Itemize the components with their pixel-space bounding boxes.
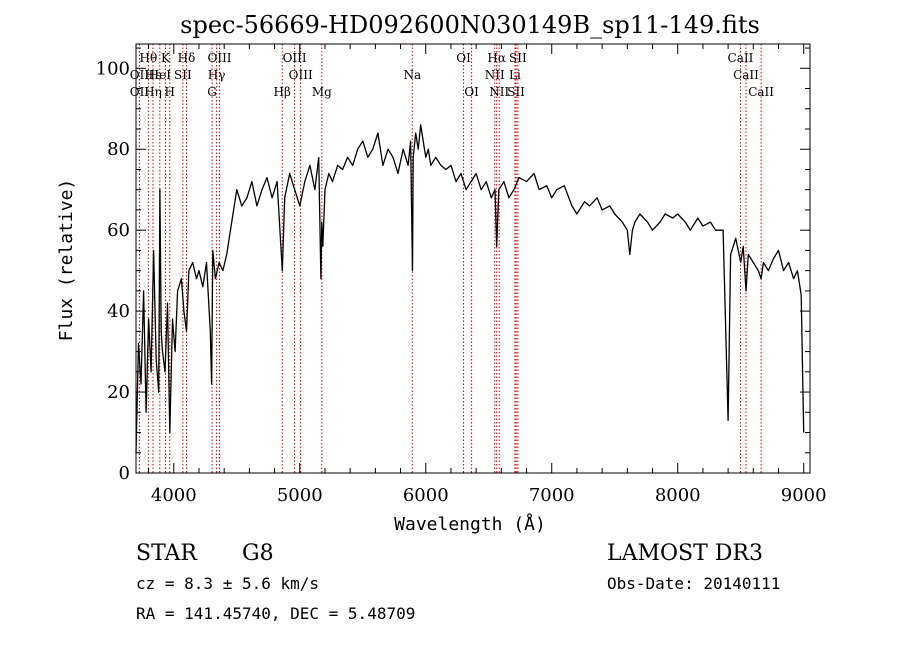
line-label-7: SII <box>509 51 527 65</box>
x-tick-label-4: 8000 <box>655 485 701 506</box>
line-label-13: Hγ <box>208 68 226 82</box>
x-tick-label-5: 9000 <box>781 485 827 506</box>
line-label-26: NII <box>489 85 509 99</box>
x-tick-label-0: 4000 <box>151 485 197 506</box>
subclass: G8 <box>242 541 274 566</box>
object-class: STAR <box>136 541 198 566</box>
spectrum-line-segment-0-2 <box>538 185 805 433</box>
line-label-2: Hδ <box>178 51 196 65</box>
line-label-10: Hε <box>145 68 162 82</box>
line-label-11: HeI <box>149 68 172 82</box>
line-label-16: NII <box>485 68 505 82</box>
line-label-1: K <box>161 51 171 65</box>
y-tick-label-5: 100 <box>96 58 130 79</box>
y-tick-label-2: 40 <box>107 301 130 322</box>
x-tick-label-1: 5000 <box>277 485 323 506</box>
y-tick-label-0: 0 <box>119 463 130 484</box>
line-label-24: Mg <box>312 85 332 99</box>
line-label-12: SII <box>174 68 192 82</box>
y-tick-label-4: 80 <box>107 139 130 160</box>
x-axis: 4000 5000 6000 7000 8000 9000 <box>148 44 827 506</box>
y-tick-label-1: 20 <box>107 382 130 403</box>
chart-title: spec-56669-HD092600N030149B_sp11-149.fit… <box>180 11 760 39</box>
line-label-21: H <box>165 85 175 99</box>
line-label-22: G <box>207 85 217 99</box>
y-axis-label: Flux (relative) <box>56 179 77 342</box>
y-tick-label-3: 60 <box>107 220 130 241</box>
line-label-9: OII <box>130 68 150 82</box>
redshift-text: cz = 8.3 ± 5.6 km/s <box>136 574 319 593</box>
line-label-28: CaII <box>748 85 774 99</box>
series-group <box>135 124 805 453</box>
spectrum-line-segment-0-1 <box>318 124 540 280</box>
line-label-3: OIII <box>207 51 231 65</box>
line-label-20: Hη <box>144 85 162 99</box>
x-axis-label: Wavelength (Å) <box>394 513 546 535</box>
x-tick-label-3: 7000 <box>529 485 575 506</box>
line-label-23: Hβ <box>274 85 291 99</box>
line-label-25: OI <box>464 85 479 99</box>
survey-name: LAMOST DR3 <box>607 541 763 566</box>
line-label-6: Hα <box>487 51 506 65</box>
line-label-27: SII <box>507 85 525 99</box>
line-label-15: Na <box>403 68 421 82</box>
marker-lines <box>138 44 762 473</box>
line-label-17: Li <box>509 68 521 82</box>
coordinates: RA = 141.45740, DEC = 5.48709 <box>136 604 415 623</box>
line-label-19: OII <box>130 85 150 99</box>
y-axis: 0 20 40 60 80 100 <box>96 47 810 484</box>
x-tick-label-2: 6000 <box>403 485 449 506</box>
spectrum-line-segment-0-0 <box>135 157 320 453</box>
line-label-14: OIII <box>289 68 313 82</box>
plot-frame <box>135 43 811 474</box>
obs-date: Obs-Date: 20140111 <box>607 574 780 593</box>
line-label-0: Hθ <box>139 51 157 65</box>
line-label-18: CaII <box>733 68 759 82</box>
line-label-4: OIII <box>283 51 307 65</box>
line-label-5: OI <box>456 51 471 65</box>
line-label-8: CaII <box>728 51 754 65</box>
